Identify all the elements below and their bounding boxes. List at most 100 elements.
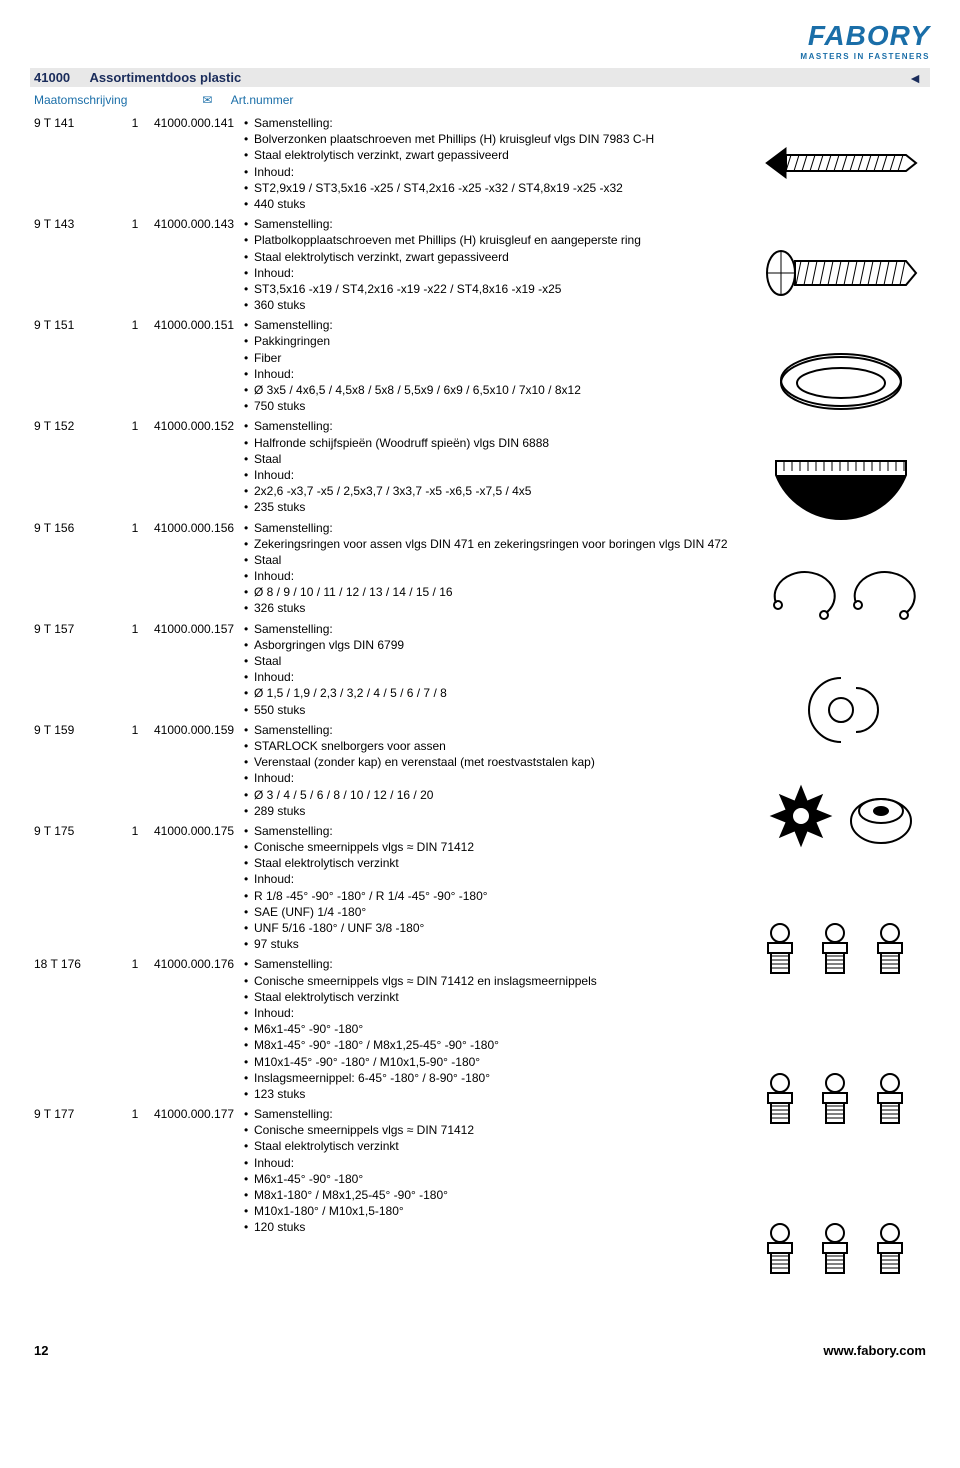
cell-qty: 1: [120, 518, 150, 619]
cell-qty: 1: [120, 214, 150, 315]
bullet: 123 stuks: [244, 1086, 736, 1102]
bullet: Samenstelling:: [244, 956, 736, 972]
cell-desc: Samenstelling:Conische smeernippels vlgs…: [240, 821, 740, 955]
bullet: Samenstelling:: [244, 317, 736, 333]
product-illustration: [752, 1173, 930, 1313]
table-row: 9 T 159141000.000.159Samenstelling:STARL…: [30, 720, 740, 821]
cell-art: 41000.000.156: [150, 518, 240, 619]
section-title: Assortimentdoos plastic: [90, 70, 242, 85]
cell-maat: 9 T 141: [30, 113, 120, 214]
table-row: 18 T 176141000.000.176Samenstelling:Coni…: [30, 954, 740, 1104]
cell-maat: 9 T 175: [30, 821, 120, 955]
bullet: Zekeringsringen voor assen vlgs DIN 471 …: [244, 536, 736, 552]
bullet: ST2,9x19 / ST3,5x16 -x25 / ST4,2x16 -x25…: [244, 180, 736, 196]
cell-desc: Samenstelling:STARLOCK snelborgers voor …: [240, 720, 740, 821]
cell-desc: Samenstelling:Conische smeernippels vlgs…: [240, 1104, 740, 1238]
cell-maat: 9 T 152: [30, 416, 120, 517]
bullet: Staal elektrolytisch verzinkt: [244, 1138, 736, 1154]
cell-maat: 9 T 177: [30, 1104, 120, 1238]
logo-tagline: MASTERS IN FASTENERS: [800, 52, 930, 61]
cell-desc: Samenstelling:Halfronde schijfspieën (Wo…: [240, 416, 740, 517]
bullet: Inslagsmeernippel: 6-45° -180° / 8-90° -…: [244, 1070, 736, 1086]
bullet: Inhoud:: [244, 467, 736, 483]
cell-maat: 9 T 159: [30, 720, 120, 821]
back-arrow-icon[interactable]: ◄: [908, 70, 922, 86]
cell-qty: 1: [120, 954, 150, 1104]
cell-desc: Samenstelling:Conische smeernippels vlgs…: [240, 954, 740, 1104]
bullet: 289 stuks: [244, 803, 736, 819]
cell-maat: 9 T 156: [30, 518, 120, 619]
bullet: Staal: [244, 653, 736, 669]
bullet: M8x1-45° -90° -180° / M8x1,25-45° -90° -…: [244, 1037, 736, 1053]
bullet: Platbolkopplaatschroeven met Phillips (H…: [244, 232, 736, 248]
product-illustration: [752, 1013, 930, 1173]
cell-desc: Samenstelling:PakkingringenFiberInhoud:Ø…: [240, 315, 740, 416]
bullet: Samenstelling:: [244, 621, 736, 637]
cell-art: 41000.000.157: [150, 619, 240, 720]
cell-maat: 9 T 151: [30, 315, 120, 416]
cell-desc: Samenstelling:Bolverzonken plaatschroeve…: [240, 113, 740, 214]
section-code: 41000: [34, 70, 70, 85]
cell-desc: Samenstelling:Asborgringen vlgs DIN 6799…: [240, 619, 740, 720]
bullet: Conische smeernippels vlgs ≈ DIN 71412: [244, 1122, 736, 1138]
cell-art: 41000.000.141: [150, 113, 240, 214]
bullet: Samenstelling:: [244, 722, 736, 738]
bullet: Inhoud:: [244, 1155, 736, 1171]
bullet: Samenstelling:: [244, 216, 736, 232]
table-row: 9 T 152141000.000.152Samenstelling:Halfr…: [30, 416, 740, 517]
bullet: STARLOCK snelborgers voor assen: [244, 738, 736, 754]
bullet: SAE (UNF) 1/4 -180°: [244, 904, 736, 920]
section-bar: 41000 Assortimentdoos plastic ◄: [30, 68, 930, 87]
bullet: 120 stuks: [244, 1219, 736, 1235]
table-row: 9 T 156141000.000.156Samenstelling:Zeker…: [30, 518, 740, 619]
bullet: Ø 1,5 / 1,9 / 2,3 / 3,2 / 4 / 5 / 6 / 7 …: [244, 685, 736, 701]
header-artnr: Art.nummer: [231, 93, 294, 107]
cell-qty: 1: [120, 113, 150, 214]
cell-art: 41000.000.143: [150, 214, 240, 315]
product-illustration: [752, 658, 930, 758]
product-illustration: [752, 433, 930, 538]
bullet: Conische smeernippels vlgs ≈ DIN 71412 e…: [244, 973, 736, 989]
table-row: 9 T 141141000.000.141Samenstelling:Bolve…: [30, 113, 740, 214]
bullet: Inhoud:: [244, 669, 736, 685]
table-row: 9 T 177141000.000.177Samenstelling:Conis…: [30, 1104, 740, 1238]
cell-qty: 1: [120, 720, 150, 821]
page-footer: 12 www.fabory.com: [30, 1343, 930, 1358]
bullet: Samenstelling:: [244, 1106, 736, 1122]
bullet: M10x1-45° -90° -180° / M10x1,5-90° -180°: [244, 1054, 736, 1070]
bullet: Samenstelling:: [244, 823, 736, 839]
table-row: 9 T 157141000.000.157Samenstelling:Asbor…: [30, 619, 740, 720]
bullet: Pakkingringen: [244, 333, 736, 349]
column-headers: Maatomschrijving ✉ Art.nummer: [30, 93, 930, 107]
bullet: Staal: [244, 552, 736, 568]
table-row: 9 T 175141000.000.175Samenstelling:Conis…: [30, 821, 740, 955]
bullet: Ø 8 / 9 / 10 / 11 / 12 / 13 / 14 / 15 / …: [244, 584, 736, 600]
product-illustration: [752, 538, 930, 658]
cell-art: 41000.000.159: [150, 720, 240, 821]
footer-url: www.fabory.com: [823, 1343, 926, 1358]
logo-brand: FABORY: [800, 20, 930, 52]
product-illustration: [752, 113, 930, 223]
bullet: 750 stuks: [244, 398, 736, 414]
cell-desc: Samenstelling:Platbolkopplaatschroeven m…: [240, 214, 740, 315]
bullet: M10x1-180° / M10x1,5-180°: [244, 1203, 736, 1219]
bullet: ST3,5x16 -x19 / ST4,2x16 -x19 -x22 / ST4…: [244, 281, 736, 297]
product-table: 9 T 141141000.000.141Samenstelling:Bolve…: [30, 113, 740, 1238]
page-number: 12: [34, 1343, 48, 1358]
bullet: Staal elektrolytisch verzinkt: [244, 855, 736, 871]
bullet: Inhoud:: [244, 871, 736, 887]
cell-art: 41000.000.151: [150, 315, 240, 416]
bullet: Staal elektrolytisch verzinkt, zwart gep…: [244, 249, 736, 265]
bullet: Inhoud:: [244, 568, 736, 584]
bullet: 360 stuks: [244, 297, 736, 313]
bullet: Staal elektrolytisch verzinkt: [244, 989, 736, 1005]
bullet: 326 stuks: [244, 600, 736, 616]
cell-maat: 18 T 176: [30, 954, 120, 1104]
bullet: 2x2,6 -x3,7 -x5 / 2,5x3,7 / 3x3,7 -x5 -x…: [244, 483, 736, 499]
bullet: Ø 3x5 / 4x6,5 / 4,5x8 / 5x8 / 5,5x9 / 6x…: [244, 382, 736, 398]
bullet: 550 stuks: [244, 702, 736, 718]
product-illustration: [752, 333, 930, 433]
header-mail-icon: ✉: [187, 93, 227, 107]
bullet: Fiber: [244, 350, 736, 366]
bullet: 440 stuks: [244, 196, 736, 212]
